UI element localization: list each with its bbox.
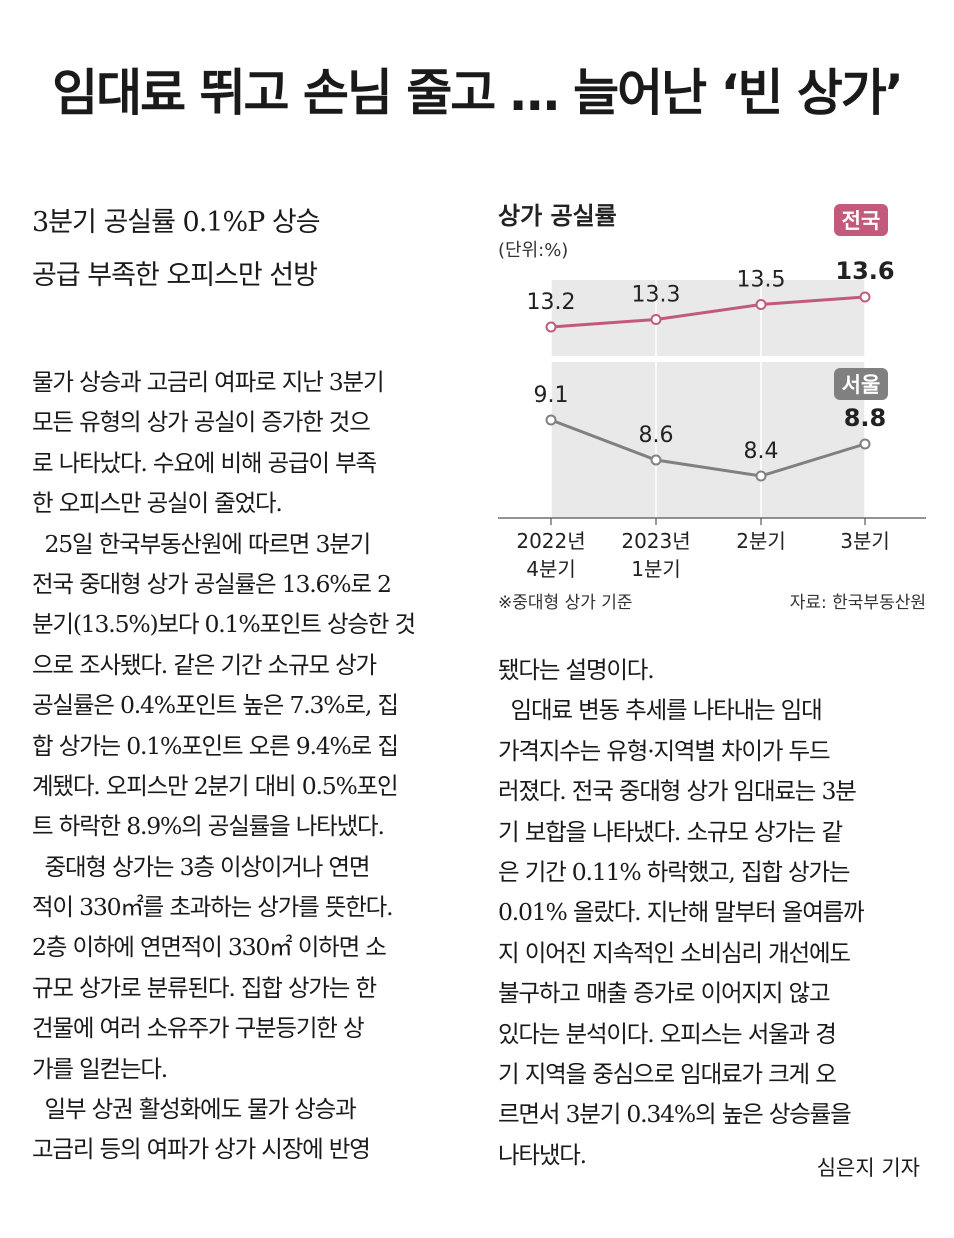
body-line: 불구하고 매출 증가로 이어지지 않고 [498,979,831,1008]
chart-unit-label: (단위:%) [498,240,568,261]
data-label: 13.3 [632,283,681,308]
data-label: 13.2 [527,290,576,315]
data-point [650,454,662,466]
data-label: 13.6 [835,257,894,285]
legend-badge-1 [834,368,888,400]
chart-title: 상가 공실률 [498,202,617,230]
body-line: 지 이어진 지속적인 소비심리 개선에도 [498,938,851,967]
subhead-line: 3분기 공실률 0.1%P 상승 [32,207,321,238]
legend-label: 서울 [842,373,881,397]
data-point [755,470,767,482]
body-line: 중대형 상가는 3층 이상이거나 연면 [32,852,371,881]
legend-label: 전국 [842,209,881,233]
series-line-1 [550,418,866,478]
data-point [650,314,662,325]
data-point [755,299,767,310]
x-tick-label: 2023년 [621,529,690,553]
body-line: 러졌다. 전국 중대형 상가 임대료는 3분 [498,777,857,806]
body-line: 2층 이하에 연면적이 330㎡ 이하면 소 [32,933,387,962]
data-label: 9.1 [534,383,569,408]
body-line: 됐다는 설명이다. [498,656,655,684]
body-line: 적이 330㎡를 초과하는 상가를 뜻한다. [32,893,394,922]
body-line: 고금리 등의 여파가 상가 시장에 반영 [32,1135,371,1164]
body-line: 으로 조사됐다. 같은 기간 소규모 상가 [32,650,377,679]
body-line: 25일 한국부동산원에 따르면 3분기 [32,529,372,558]
body-line: 기 지역을 중심으로 임대료가 크게 오 [498,1059,837,1088]
body-line: 분기(13.5%)보다 0.1%포인트 상승한 것 [32,610,416,639]
vacancy-rate-chart: 상가 공실률 (단위:%) 13.2 13.3 13.5 13.6 전국 9.1 8.6 8.4 8… [494,190,930,630]
data-point [859,291,871,303]
chart-panel-bottom [551,362,865,518]
body-line: 가를 일컫는다. [32,1054,168,1083]
data-label: 8.6 [639,423,674,448]
body-line: 기 보합을 나타냈다. 소규모 상가는 같 [498,817,843,846]
body-line: 가격지수는 유형·지역별 차이가 두드 [498,736,831,765]
headline: 임대료 뛰고 손님 줄고 … 늘어난 ‘빈 상가’ [52,64,904,122]
x-tick-label: 1분기 [631,557,681,581]
body-line: 임대료 변동 추세를 나타내는 임대 [498,696,823,725]
body-line: 건물에 여러 소유주가 구분등기한 상 [32,1014,365,1043]
byline: 심은지 기자 [816,1156,920,1180]
chart-panel-top [551,280,865,356]
data-point [545,414,557,426]
data-label: 8.4 [744,439,779,464]
data-label: 8.8 [844,404,887,432]
body-line: 일부 상권 활성화에도 물가 상승과 [32,1095,357,1124]
body-line: 계됐다. 오피스만 2분기 대비 0.5%포인 [32,771,399,800]
x-tick-label: 4분기 [526,557,576,581]
legend-badge-0 [834,204,888,236]
body-line: 0.01% 올랐다. 지난해 말부터 올여름까 [498,898,865,927]
body-line: 한 오피스만 공실이 줄었다. [32,489,283,518]
body-line: 르면서 3분기 0.34%의 높은 상승률을 [498,1100,852,1129]
body-line: 전국 중대형 상가 공실률은 13.6%로 2 [32,569,392,598]
body-line: 공실률은 0.4%포인트 높은 7.3%로, 집 [32,691,399,720]
body-line: 물가 상승과 고금리 여파로 지난 3분기 [32,368,385,396]
body-line: 트 하락한 8.9%의 공실률을 나타냈다. [32,812,385,841]
x-tick-label: 2분기 [736,529,786,553]
chart-source: 자료: 한국부동산원 [790,593,926,613]
data-point [545,321,557,333]
body-line: 있다는 분석이다. 오피스는 서울과 경 [498,1019,837,1048]
chart-footnote: ※중대형 상가 기준 [498,593,633,613]
data-point [859,438,871,450]
x-tick-label: 2022년 [516,529,585,553]
body-line: 모든 유형의 상가 공실이 증가한 것으 [32,408,371,437]
body-line: 합 상가는 0.1%포인트 오른 9.4%로 집 [32,731,399,760]
subhead-line: 공급 부족한 오피스만 선방 [32,260,318,291]
series-line-0 [550,295,866,329]
subheadline: 3분기 공실률 0.1%P 상승 공급 부족한 오피스만 선방 [32,196,472,302]
data-label: 13.5 [737,268,786,293]
body-line: 규모 상가로 분류된다. 집합 상가는 한 [32,973,377,1002]
body-line: 로 나타났다. 수요에 비해 공급이 부족 [32,448,377,477]
chart-svg: 상가 공실률 (단위:%) 13.2 13.3 13.5 13.6 전국 9.1 8.6 8.4 8… [498,202,926,613]
body-line: 나타냈다. [498,1140,587,1169]
body-line: 은 기간 0.11% 하락했고, 집합 상가는 [498,857,851,886]
x-tick-label: 3분기 [840,529,890,553]
